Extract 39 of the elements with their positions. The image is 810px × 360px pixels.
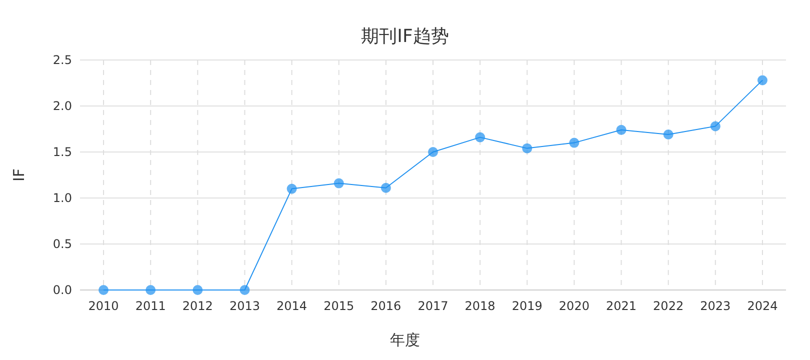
point (757, 75, 768, 86)
y-tick-label: 0.5 (52, 237, 72, 251)
x-tick-label: 2022 (653, 299, 684, 313)
x-axis-title: 年度 (390, 331, 420, 349)
x-tick-label: 2013 (229, 299, 260, 313)
point (710, 121, 720, 132)
x-tick-label: 2023 (700, 299, 731, 313)
point (286, 184, 297, 194)
point (240, 285, 250, 295)
x-tick-label: 2014 (276, 299, 308, 313)
x-tick-label: 2012 (182, 299, 213, 313)
point (334, 178, 344, 188)
y-tick-label: 0.0 (52, 283, 72, 297)
point (663, 130, 674, 140)
point (428, 147, 438, 157)
x-tick-label: 2020 (558, 299, 590, 313)
x-tick-label: 2019 (512, 299, 542, 313)
x-tick-label: 2024 (747, 299, 778, 313)
x-tick-label: 2017 (418, 299, 448, 313)
point (475, 132, 486, 142)
y-tick-label: 2.0 (52, 99, 72, 113)
x-tick-label: 2021 (606, 299, 637, 313)
x-tick-label: 2016 (370, 299, 402, 313)
point (616, 124, 626, 135)
point (522, 143, 532, 154)
y-tick-label: 1.0 (52, 191, 72, 205)
y-tick-label: 1.5 (52, 145, 72, 159)
y-axis-title: IF (10, 168, 28, 182)
point (146, 285, 156, 295)
x-tick-label: 2011 (135, 299, 166, 313)
chart-title: 期刊IF趋势 (361, 26, 449, 47)
x-tick-label: 2010 (88, 299, 119, 313)
point (192, 285, 203, 295)
point (380, 182, 391, 193)
point (98, 285, 109, 295)
x-tick-label: 2015 (324, 299, 354, 313)
x-tick-label: 2018 (464, 299, 496, 313)
point (569, 138, 580, 148)
y-tick-label: 2.5 (52, 53, 72, 67)
